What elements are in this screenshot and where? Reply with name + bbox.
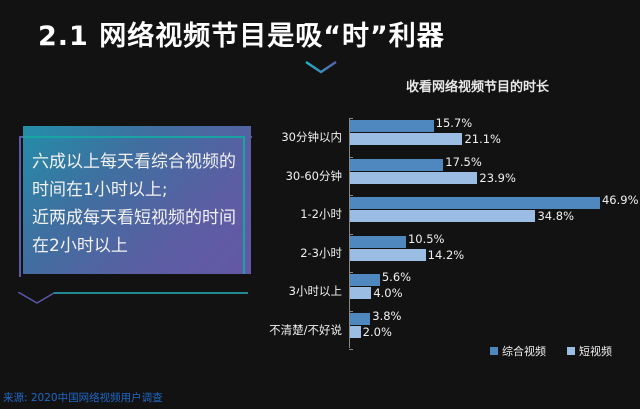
bar-general-video xyxy=(350,235,406,248)
axis-tick xyxy=(349,195,353,196)
bar-general-video xyxy=(350,197,600,209)
bar-general-video xyxy=(350,312,371,325)
bar-short-video xyxy=(350,325,361,338)
source-note: 来源: 2020中国网络视频用户调查 xyxy=(3,392,163,404)
summary-line: 在2小时以上 xyxy=(32,236,128,256)
value-label: 17.5% xyxy=(445,154,482,169)
bar-short-video xyxy=(350,287,372,299)
category-label: 3小时以上 xyxy=(288,284,342,298)
axis-tick xyxy=(349,310,353,312)
legend-item-series1: 综合视频 xyxy=(490,343,546,359)
legend-label: 短视频 xyxy=(579,345,612,358)
y-axis xyxy=(349,118,350,348)
axis-tick xyxy=(349,272,353,273)
value-label: 5.6% xyxy=(381,270,412,284)
bar-short-video xyxy=(350,171,478,184)
chevron-down-icon xyxy=(305,60,337,74)
category-label: 30-60分钟 xyxy=(285,168,342,183)
summary-line: 时间在1小时以上; xyxy=(32,180,168,200)
axis-tick xyxy=(349,118,353,119)
bar-general-video xyxy=(350,120,434,132)
summary-line: 近两成每天看短视频的时间 xyxy=(32,208,236,228)
card-accent-border xyxy=(23,136,245,274)
category-label: 2-3小时 xyxy=(300,245,342,260)
bar-short-video xyxy=(350,248,426,261)
summary-line: 六成以上每天看综合视频的 xyxy=(32,152,236,172)
chart-title: 收看网络视频节目的时长 xyxy=(406,80,550,95)
axis-tick xyxy=(349,156,353,158)
value-label: 23.9% xyxy=(479,170,516,185)
summary-card xyxy=(23,126,251,274)
card-bottom-decoration xyxy=(18,292,248,304)
value-label: 4.0% xyxy=(373,286,403,300)
category-label: 30分钟以内 xyxy=(281,130,342,144)
axis-tick xyxy=(349,233,353,235)
axis-tick xyxy=(349,349,353,350)
value-label: 46.9% xyxy=(601,193,639,207)
value-label: 3.8% xyxy=(372,308,402,323)
value-label: 21.1% xyxy=(464,132,501,146)
bar-general-video xyxy=(350,274,380,286)
bar-general-video xyxy=(350,158,444,171)
bar-short-video xyxy=(350,210,536,222)
value-label: 15.7% xyxy=(435,116,473,130)
bar-short-video xyxy=(350,133,463,145)
value-label: 14.2% xyxy=(427,247,465,262)
value-label: 34.8% xyxy=(537,209,575,223)
legend-swatch xyxy=(567,347,575,355)
page-title: 2.1 网络视频节目是吸“时”利器 xyxy=(38,21,445,52)
legend-swatch xyxy=(490,347,498,355)
value-label: 10.5% xyxy=(407,231,445,246)
summary-text: 六成以上每天看综合视频的 时间在1小时以上; 近两成每天看短视频的时间 在2小时… xyxy=(32,148,246,260)
legend-label: 综合视频 xyxy=(502,345,546,358)
category-label: 不清楚/不好说 xyxy=(269,322,342,337)
value-label: 2.0% xyxy=(362,324,392,339)
legend-item-series2: 短视频 xyxy=(567,343,612,359)
category-label: 1-2小时 xyxy=(300,207,342,221)
